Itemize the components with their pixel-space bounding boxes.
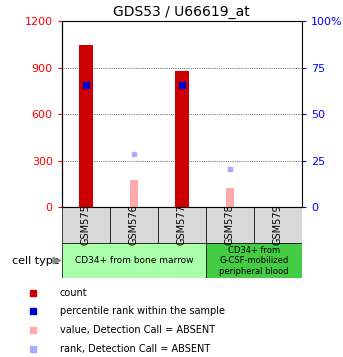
Text: percentile rank within the sample: percentile rank within the sample	[60, 306, 225, 316]
Bar	[79, 45, 93, 207]
Text: rank, Detection Call = ABSENT: rank, Detection Call = ABSENT	[60, 344, 210, 354]
Bar	[62, 207, 110, 243]
Bar	[130, 180, 138, 207]
Bar	[62, 243, 206, 278]
Bar	[206, 207, 254, 243]
Text: value, Detection Call = ABSENT: value, Detection Call = ABSENT	[60, 325, 215, 335]
Bar	[254, 207, 302, 243]
Text: CD34+ from bone marrow: CD34+ from bone marrow	[74, 256, 193, 265]
Bar	[158, 207, 206, 243]
Title: GDS53 / U66619_at: GDS53 / U66619_at	[114, 5, 250, 19]
Text: cell type: cell type	[12, 256, 60, 266]
Text: GSM576: GSM576	[129, 205, 139, 245]
Bar	[110, 207, 158, 243]
Text: CD34+ from
G-CSF-mobilized
peripheral blood: CD34+ from G-CSF-mobilized peripheral bl…	[219, 246, 288, 276]
Bar	[206, 243, 302, 278]
Text: GSM577: GSM577	[177, 205, 187, 245]
Text: GSM579: GSM579	[273, 205, 283, 245]
Text: GSM578: GSM578	[225, 205, 235, 245]
Text: GSM575: GSM575	[81, 205, 91, 245]
Text: count: count	[60, 288, 87, 298]
Bar	[175, 71, 189, 207]
Bar	[226, 188, 234, 207]
